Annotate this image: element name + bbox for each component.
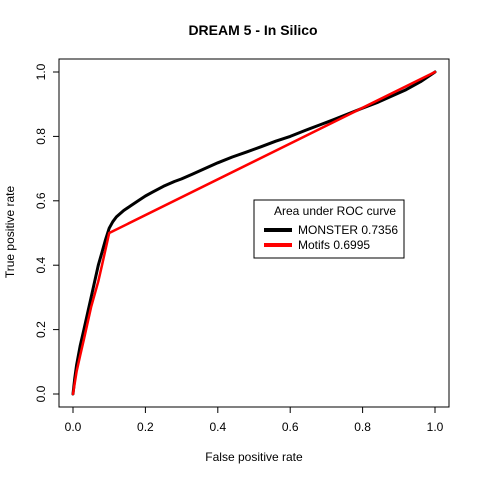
x-tick-label: 0.2 xyxy=(137,420,154,434)
y-axis: 0.0 0.2 0.4 0.6 0.8 1.0 xyxy=(34,63,60,402)
y-tick-label: 0.8 xyxy=(34,128,48,145)
chart-title: DREAM 5 - In Silico xyxy=(188,22,317,38)
x-tick-label: 0.6 xyxy=(282,420,299,434)
x-tick-label: 0.8 xyxy=(354,420,371,434)
x-tick-label: 1.0 xyxy=(427,420,444,434)
legend-entry-motifs: Motifs 0.6995 xyxy=(298,238,370,252)
series-layer xyxy=(71,70,437,396)
y-tick-label: 0.6 xyxy=(34,192,48,209)
y-tick-label: 0.4 xyxy=(34,257,48,274)
series-line-monster xyxy=(71,70,437,396)
y-axis-label: True positive rate xyxy=(3,186,17,279)
y-tick-label: 0.0 xyxy=(34,385,48,402)
legend-title: Area under ROC curve xyxy=(274,204,396,218)
y-tick-label: 1.0 xyxy=(34,63,48,80)
x-tick-label: 0.0 xyxy=(65,420,82,434)
y-tick-label: 0.2 xyxy=(34,321,48,338)
x-axis: 0.0 0.2 0.4 0.6 0.8 1.0 xyxy=(65,406,444,434)
x-tick-label: 0.4 xyxy=(209,420,226,434)
x-axis-label: False positive rate xyxy=(205,450,303,464)
series-line-motifs xyxy=(71,70,437,396)
legend: Area under ROC curve MONSTER 0.7356 Moti… xyxy=(253,199,405,259)
legend-entry-monster: MONSTER 0.7356 xyxy=(298,223,398,237)
